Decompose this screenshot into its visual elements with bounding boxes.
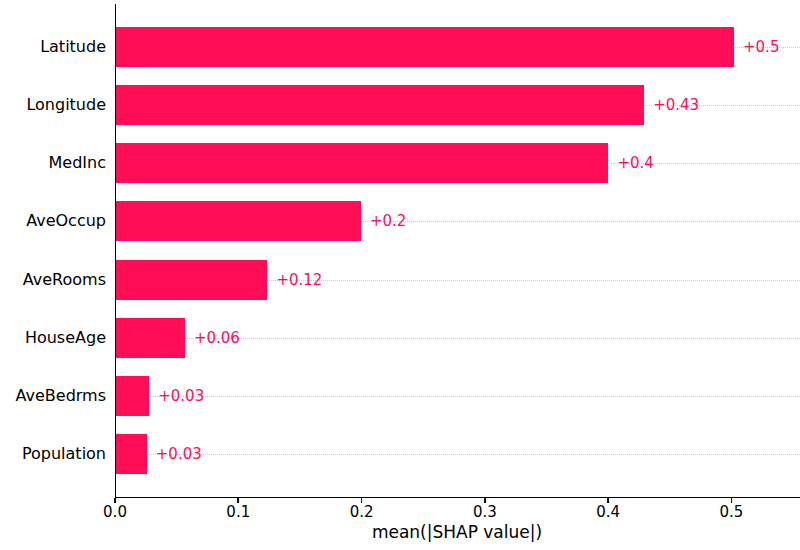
feature-label: Population	[22, 446, 106, 462]
x-tick-label: 0.5	[720, 505, 744, 520]
x-tick-label: 0.1	[226, 505, 250, 520]
shap-bar	[116, 318, 185, 358]
x-tick: 0.4	[596, 498, 620, 520]
plot-area: +0.5Latitude+0.43Longitude+0.4MedInc+0.2…	[115, 4, 800, 498]
bar-value-label: +0.2	[370, 214, 406, 229]
feature-label: AveOccup	[26, 213, 106, 229]
feature-row: +0.2AveOccup	[116, 192, 800, 250]
bar-value-label: +0.43	[653, 98, 699, 113]
x-tick-label: 0.2	[350, 505, 374, 520]
feature-label: HouseAge	[25, 330, 106, 346]
feature-row: +0.4MedInc	[116, 134, 800, 192]
shap-bar	[116, 434, 147, 474]
feature-label: AveRooms	[23, 272, 106, 288]
feature-label: Longitude	[26, 97, 106, 113]
feature-row: +0.43Longitude	[116, 76, 800, 134]
feature-label: AveBedrms	[15, 388, 106, 404]
feature-row: +0.06HouseAge	[116, 309, 800, 367]
bar-value-label: +0.03	[158, 388, 204, 403]
x-tick: 0.1	[226, 498, 250, 520]
shap-bar	[116, 143, 608, 183]
x-axis-title: mean(|SHAP value|)	[372, 524, 542, 541]
bar-value-label: +0.03	[156, 447, 202, 462]
feature-row: +0.12AveRooms	[116, 251, 800, 309]
x-tick: 0.2	[350, 498, 374, 520]
bar-value-label: +0.5	[743, 40, 779, 55]
feature-row: +0.5Latitude	[116, 18, 800, 76]
shap-bar	[116, 260, 267, 300]
x-tick: 0.3	[473, 498, 497, 520]
shap-bar	[116, 85, 644, 125]
x-tick-label: 0.0	[103, 505, 127, 520]
shap-bar	[116, 376, 149, 416]
bar-value-label: +0.4	[617, 156, 653, 171]
x-tick-label: 0.4	[596, 505, 620, 520]
x-tick: 0.0	[103, 498, 127, 520]
feature-row: +0.03AveBedrms	[116, 367, 800, 425]
shap-bar-chart: +0.5Latitude+0.43Longitude+0.4MedInc+0.2…	[0, 0, 800, 550]
x-tick: 0.5	[720, 498, 744, 520]
feature-label: Latitude	[40, 39, 106, 55]
bar-value-label: +0.06	[194, 330, 240, 345]
bar-value-label: +0.12	[276, 272, 322, 287]
feature-row: +0.03Population	[116, 425, 800, 483]
gridline	[116, 396, 800, 397]
gridline	[116, 454, 800, 455]
shap-bar	[116, 27, 734, 67]
shap-bar	[116, 201, 361, 241]
feature-label: MedInc	[49, 155, 106, 171]
x-axis: 0.00.10.20.30.40.5	[115, 497, 800, 523]
x-tick-label: 0.3	[473, 505, 497, 520]
